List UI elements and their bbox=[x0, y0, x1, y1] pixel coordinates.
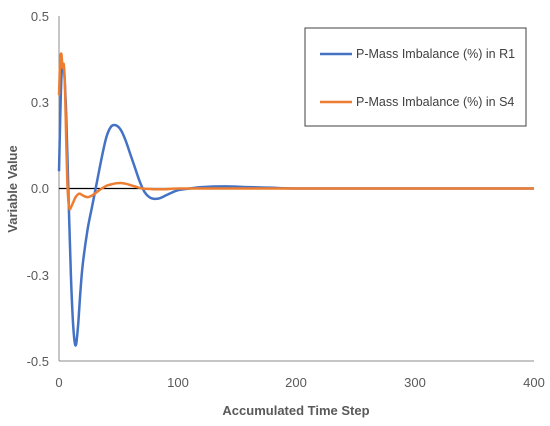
y-tick-labels: 0.5 0.3 0.0 -0.3 -0.5 bbox=[27, 9, 49, 369]
y-tick-label: 0.0 bbox=[31, 181, 49, 196]
y-tick-label: 0.3 bbox=[31, 95, 49, 110]
x-tick-label: 200 bbox=[285, 375, 307, 390]
y-tick-label: 0.5 bbox=[31, 9, 49, 24]
x-tick-label: 100 bbox=[167, 375, 189, 390]
series-line-s4 bbox=[57, 52, 534, 211]
y-tick-label: -0.3 bbox=[27, 268, 49, 283]
legend: P-Mass Imbalance (%) in R1 P-Mass Imbala… bbox=[304, 27, 527, 127]
x-axis-title: Accumulated Time Step bbox=[222, 403, 369, 418]
x-tick-label: 300 bbox=[404, 375, 426, 390]
x-tick-label: 0 bbox=[55, 375, 62, 390]
legend-label-s4: P-Mass Imbalance (%) in S4 bbox=[356, 95, 514, 109]
series-layer bbox=[57, 52, 534, 347]
legend-box bbox=[304, 27, 527, 127]
series-line-r1 bbox=[57, 62, 534, 347]
y-axis-title: Variable Value bbox=[5, 145, 20, 232]
x-tick-label: 400 bbox=[523, 375, 545, 390]
y-tick-label: -0.5 bbox=[27, 354, 49, 369]
legend-label-r1: P-Mass Imbalance (%) in R1 bbox=[356, 47, 515, 61]
x-tick-labels: 0 100 200 300 400 bbox=[55, 375, 544, 390]
